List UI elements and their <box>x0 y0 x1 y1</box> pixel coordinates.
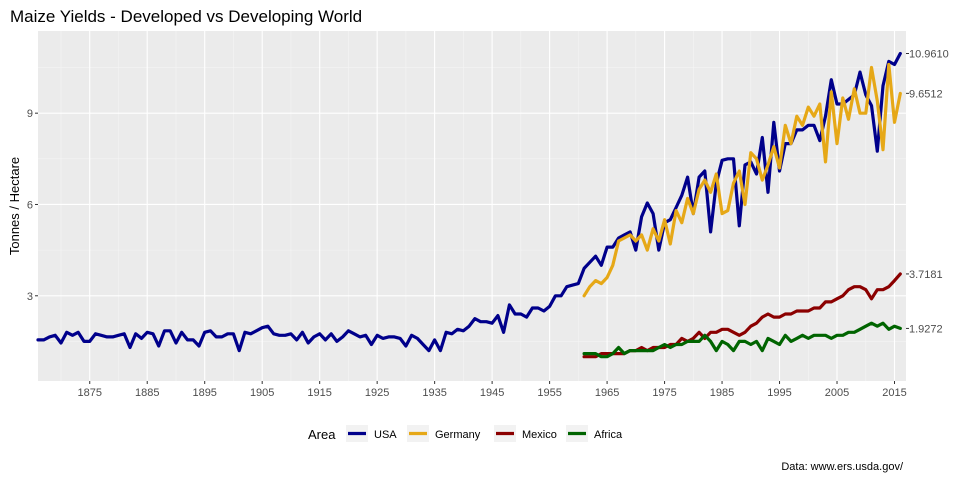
series-line-africa <box>582 321 902 359</box>
x-tick-label: 1985 <box>710 387 734 399</box>
x-tick-label: 1995 <box>767 387 791 399</box>
legend-label-germany: Germany <box>435 429 481 441</box>
end-label-mexico: 3.7181 <box>909 269 943 281</box>
end-label-usa: 10.9610 <box>909 48 949 60</box>
chart-caption: Data: www.ers.usda.gov/ <box>781 461 904 473</box>
x-tick-label: 1955 <box>537 387 561 399</box>
legend-label-africa: Africa <box>594 429 623 441</box>
minor-gridlines <box>38 31 906 381</box>
x-tick-label: 1885 <box>135 387 159 399</box>
x-tick-label: 1875 <box>77 387 101 399</box>
x-tick-label: 1965 <box>595 387 619 399</box>
x-tick-label: 2005 <box>825 387 849 399</box>
legend-label-mexico: Mexico <box>522 429 557 441</box>
x-tick-label: 2015 <box>882 387 906 399</box>
y-tick-label: 3 <box>27 291 33 303</box>
x-tick-label: 1905 <box>250 387 274 399</box>
x-tick-label: 1925 <box>365 387 389 399</box>
x-axis-ticks: 1875 1885 1895 1905 1915 1925 1935 1945 1955 1965… <box>77 381 907 399</box>
plot-panel <box>38 31 906 381</box>
y-axis-ticks: 3 6 9 <box>27 108 38 303</box>
legend-label-usa: USA <box>374 429 397 441</box>
y-tick-label: 9 <box>27 108 33 120</box>
legend-title: Area <box>308 427 336 442</box>
y-axis-label: Tonnes / Hectare <box>7 157 22 255</box>
series-line-germany <box>582 62 902 298</box>
x-tick-label: 1935 <box>422 387 446 399</box>
end-labels: 10.9610 9.6512 3.7181 1.9272 <box>906 48 949 335</box>
end-label-africa: 1.9272 <box>909 323 943 335</box>
end-label-germany: 9.6512 <box>909 88 943 100</box>
x-tick-label: 1915 <box>307 387 331 399</box>
series-line-usa <box>36 51 902 353</box>
chart-title: Maize Yields - Developed vs Developing W… <box>10 7 362 26</box>
series-lines <box>36 51 902 359</box>
x-tick-label: 1975 <box>652 387 676 399</box>
x-tick-label: 1895 <box>192 387 216 399</box>
x-tick-label: 1945 <box>480 387 504 399</box>
y-tick-label: 6 <box>27 199 33 211</box>
legend: Area USA Germany Mexico Africa <box>308 425 623 442</box>
